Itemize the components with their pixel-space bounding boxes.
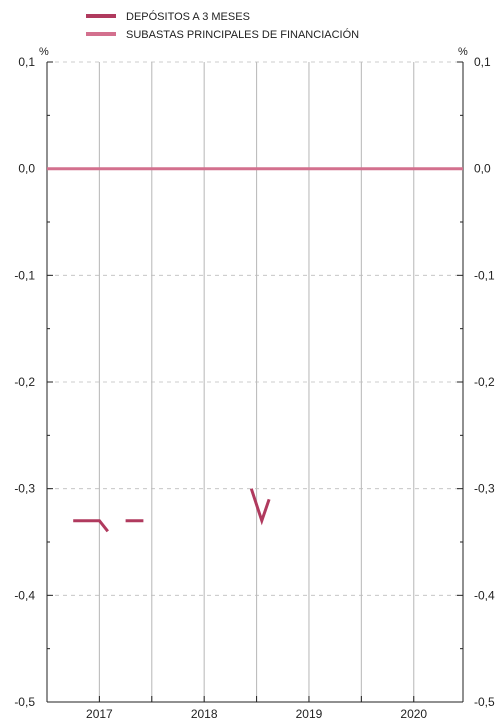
y-unit-right: % — [458, 46, 468, 58]
y-tick-labels: 0,1 0,1 0,0 0,0 -0,1 -0,1 -0,2 -0,2 -0,3 -0,3 -0,4… — [14, 55, 495, 709]
series-lines — [47, 167, 463, 533]
y-tick-label-left: -0,2 — [14, 375, 35, 389]
legend-label-depositos: DEPÓSITOS A 3 MESES — [126, 10, 250, 23]
y-tick-label-left: 0,1 — [18, 55, 35, 69]
series-depositos-line — [249, 488, 271, 526]
x-tick-label: 2018 — [191, 707, 218, 721]
x-tick-label: 2019 — [296, 707, 323, 721]
y-tick-label-right: 0,0 — [474, 162, 491, 176]
y-tick-label-right: -0,3 — [474, 482, 495, 496]
x-tick-label: 2020 — [400, 707, 427, 721]
x-tick-label: 2017 — [86, 707, 113, 721]
y-tick-label-right: -0,2 — [474, 375, 495, 389]
series-depositos-line — [73, 519, 109, 533]
y-tick-label-right: -0,1 — [474, 268, 495, 282]
y-tick-label-left: -0,4 — [14, 588, 35, 602]
y-unit-left: % — [39, 46, 49, 58]
y-tick-label-left: -0,3 — [14, 482, 35, 496]
y-tick-label-left: 0,0 — [18, 162, 35, 176]
y-tick-label-left: -0,1 — [14, 268, 35, 282]
y-tick-label-right: 0,1 — [474, 55, 491, 69]
gridlines — [47, 61, 463, 702]
y-tick-label-right: -0,4 — [474, 588, 495, 602]
legend-label-subastas: SUBASTAS PRINCIPALES DE FINANCIACIÓN — [126, 28, 359, 41]
x-tick-labels: 2017 2018 2019 2020 — [86, 707, 427, 721]
y-tick-label-right: -0,5 — [474, 695, 495, 709]
y-tick-label-left: -0,5 — [14, 695, 35, 709]
legend: DEPÓSITOS A 3 MESES SUBASTAS PRINCIPALES… — [86, 10, 359, 41]
